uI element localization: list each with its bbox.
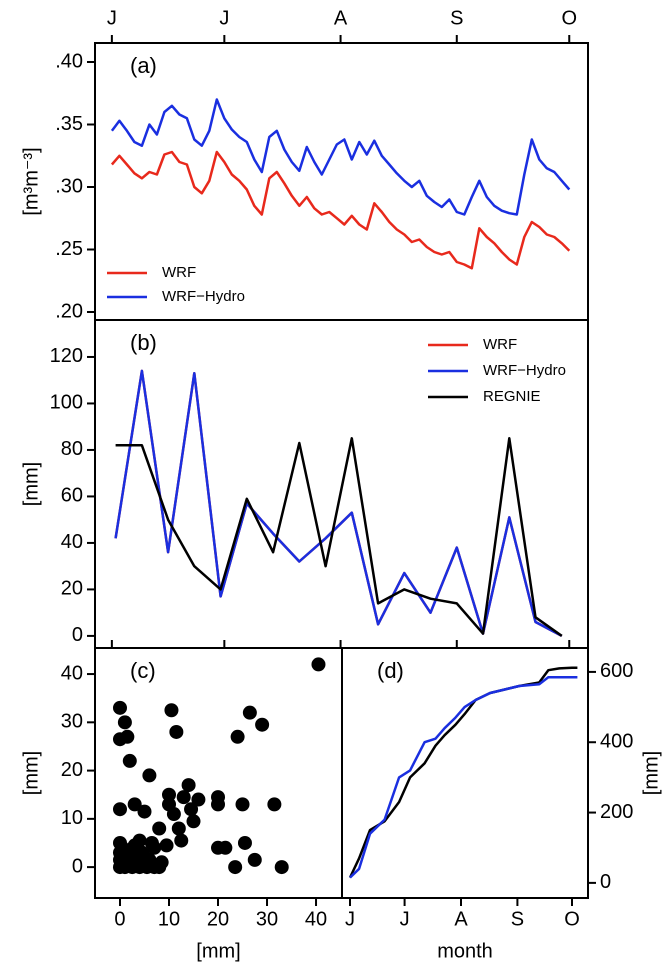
scatter-point (137, 804, 152, 819)
y-tick-label: 60 (61, 485, 83, 507)
scatter-point (191, 792, 206, 807)
data-line (110, 98, 571, 216)
y-tick-label: 40 (61, 662, 83, 684)
scatter-point (152, 860, 167, 875)
scatter-point (255, 717, 270, 732)
scatter-point (164, 703, 179, 718)
x-tick-label: J (107, 7, 117, 29)
scatter-point (142, 768, 157, 783)
scatter-point (115, 840, 130, 855)
y-tick-label: 20 (61, 578, 83, 600)
scatter-point (171, 821, 186, 836)
y-axis-label: [mm] (20, 751, 42, 795)
scatter-point (267, 797, 282, 812)
y-tick-label: 30 (61, 711, 83, 733)
x-tick-label: S (511, 908, 524, 930)
scatter-point (228, 860, 243, 875)
scatter-point (311, 657, 326, 672)
y-tick-label: 120 (50, 345, 83, 367)
scatter-point (166, 807, 181, 822)
y-tick-label: .20 (55, 300, 83, 322)
y-tick-label: 600 (600, 660, 633, 682)
scatter-point (237, 835, 252, 850)
scatter-point (184, 802, 199, 817)
scatter-point (162, 787, 177, 802)
scatter-point (230, 729, 245, 744)
x-tick-label: A (334, 7, 348, 29)
x-tick-label: 40 (305, 908, 327, 930)
x-tick-label: O (561, 7, 577, 29)
x-axis-label: [mm] (196, 940, 240, 962)
legend-label: WRF (483, 336, 517, 353)
y-tick-label: 0 (72, 855, 83, 877)
panel-label: (a) (130, 53, 157, 78)
scatter-point (122, 753, 137, 768)
scatter-point (218, 840, 233, 855)
y-tick-label: 0 (72, 624, 83, 646)
scatter-point (144, 835, 159, 850)
scatter-point (176, 790, 191, 805)
legend-label: WRF (162, 264, 196, 281)
y-tick-label: 80 (61, 438, 83, 460)
y-tick-label: 200 (600, 801, 633, 823)
scatter-point (174, 833, 189, 848)
data-line (114, 369, 563, 638)
x-tick-label: 10 (158, 908, 180, 930)
legend-label: WRF−Hydro (483, 362, 566, 379)
y-tick-label: 20 (61, 759, 83, 781)
data-line (349, 675, 578, 879)
y-axis-label: [mm] (20, 462, 42, 506)
scatter-point (125, 860, 140, 875)
data-line (348, 666, 578, 879)
x-tick-label: J (345, 908, 355, 930)
scatter-point (186, 814, 201, 829)
scatter-point (152, 821, 167, 836)
y-tick-label: .25 (55, 238, 83, 260)
scatter-point (211, 797, 226, 812)
data-line (110, 150, 571, 270)
scatter-point (274, 860, 289, 875)
y-tick-label: 0 (600, 871, 611, 893)
scatter-point (112, 802, 127, 817)
y-tick-label: .40 (55, 50, 83, 72)
x-tick-label: A (454, 908, 468, 930)
x-tick-label: J (219, 7, 229, 29)
legend-label: REGNIE (483, 388, 541, 405)
x-tick-label: J (400, 908, 410, 930)
panel-label: (c) (130, 658, 156, 683)
y-tick-label: 100 (50, 392, 83, 414)
panel-frame (341, 647, 589, 899)
y-tick-label: 400 (600, 731, 633, 753)
y-tick-label: 40 (61, 531, 83, 553)
scatter-point (181, 778, 196, 793)
scatter-point (159, 838, 174, 853)
x-tick-label: 30 (256, 908, 278, 930)
x-tick-label: S (450, 7, 463, 29)
scatter-point (169, 724, 184, 739)
legend-label: WRF−Hydro (162, 288, 245, 305)
y-tick-label: 10 (61, 807, 83, 829)
x-axis-label: month (437, 940, 493, 962)
scatter-point (127, 797, 142, 812)
y-tick-label: .30 (55, 175, 83, 197)
scatter-point (112, 732, 127, 747)
scatter-point (235, 797, 250, 812)
y-tick-label: .35 (55, 113, 83, 135)
scatter-point (247, 852, 262, 867)
data-line (115, 437, 563, 637)
y-axis-label: [m³m⁻³] (20, 147, 42, 215)
scatter-point (117, 715, 132, 730)
scatter-point (242, 705, 257, 720)
panel-label: (b) (130, 330, 157, 355)
panel-label: (d) (377, 658, 404, 683)
scatter-point (112, 700, 127, 715)
y-axis-label: [mm] (640, 751, 662, 795)
x-tick-label: O (564, 908, 580, 930)
scatter-point (132, 833, 147, 848)
x-tick-label: 20 (207, 908, 229, 930)
x-tick-label: 0 (114, 908, 125, 930)
